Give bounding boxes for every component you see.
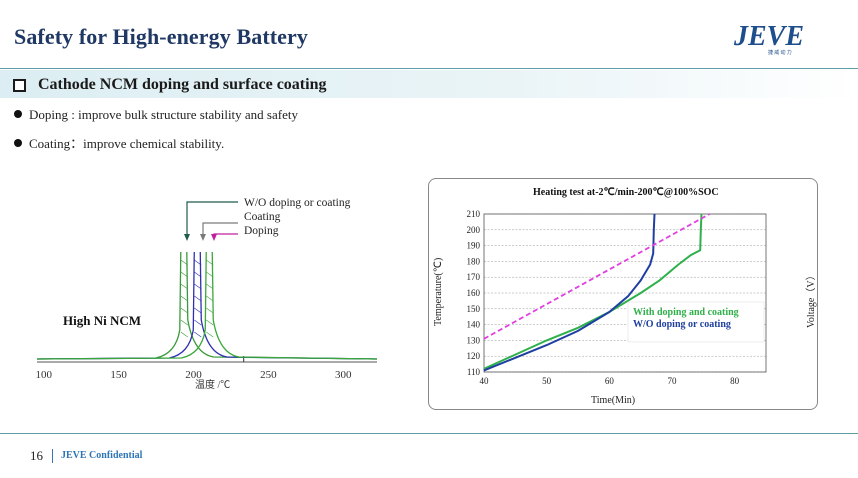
dsc-hatch	[194, 259, 202, 266]
legend-arrow-line	[213, 233, 238, 238]
dsc-hatch	[180, 283, 188, 290]
dsc-hatch	[194, 331, 202, 338]
legend-arrow-line	[202, 222, 238, 238]
legend-item-without: W/O doping or coating	[633, 319, 731, 330]
x-tick-label: 80	[730, 376, 740, 386]
y-tick-label: 210	[467, 209, 481, 219]
dsc-hatch	[180, 271, 188, 278]
plot-frame	[483, 213, 767, 373]
y-tick-label: 140	[467, 320, 481, 330]
y-tick-label: 130	[467, 335, 481, 345]
y-tick-label: 110	[467, 367, 481, 377]
dsc-hatch	[206, 307, 214, 314]
dsc-xlabel: 温度 /℃	[195, 378, 230, 390]
dsc-hatch	[180, 259, 188, 266]
heating-test-panel	[428, 178, 818, 410]
dsc-chart: W/O doping or coating Coating Doping Hig…	[35, 197, 378, 390]
dsc-hatch	[206, 283, 214, 290]
bullet-coating: Coating：improve chemical stability.	[14, 133, 224, 152]
x-tick-label: 50	[542, 376, 552, 386]
y-tick-label: 190	[467, 241, 481, 251]
bullet-text: Doping : improve bulk structure stabilit…	[29, 107, 298, 122]
bullet-text: Coating：improve chemical stability.	[29, 136, 225, 151]
y-tick-label: 170	[467, 272, 481, 282]
heating-test-chart: Heating test at-2℃/min-200℃@100%SOC 110 1…	[433, 187, 817, 406]
dsc-hatch	[180, 331, 188, 338]
bullet-dot-icon	[14, 110, 22, 118]
dsc-x-tick: 300	[335, 369, 352, 381]
x-tick-label: 40	[480, 376, 490, 386]
dsc-hatch	[194, 307, 202, 314]
footer-divider	[0, 433, 858, 434]
chart-ylabel: Temperature(℃)	[433, 258, 444, 326]
chart-xlabel: Time(Min)	[591, 395, 635, 406]
legend-item-with: With doping and coating	[633, 307, 739, 318]
dsc-hatch	[194, 283, 202, 290]
bullet-doping: Doping : improve bulk structure stabilit…	[14, 107, 298, 123]
logo-wordmark: JEVE	[733, 21, 804, 52]
chart-y2label: Voltage（V）	[805, 270, 817, 328]
footer-confidential: JEVE Confidential	[61, 450, 143, 461]
dsc-sample-label: High Ni NCM	[63, 313, 141, 328]
y-tick-label: 200	[467, 225, 481, 235]
dsc-x-tick: 200	[185, 369, 202, 381]
dsc-hatch	[194, 319, 202, 326]
y-tick-label: 180	[467, 256, 481, 266]
dsc-hatch	[194, 295, 202, 302]
dsc-curve	[36, 251, 378, 360]
dsc-hatch	[206, 271, 214, 278]
dsc-legend-1: W/O doping or coating	[244, 197, 351, 209]
section-header-bar	[0, 70, 858, 98]
legend-arrow-line	[186, 201, 238, 238]
dsc-x-tick: 150	[110, 369, 127, 381]
dsc-hatch	[206, 295, 214, 302]
series-line-3	[483, 213, 711, 340]
dsc-hatch	[180, 295, 188, 302]
company-logo: JEVE 捷 威 动 力	[733, 21, 804, 56]
dsc-curve	[36, 251, 378, 360]
section-title: Cathode NCM doping and surface coating	[38, 76, 327, 93]
slide-title: Safety for High-energy Battery	[14, 24, 309, 49]
dsc-curve	[36, 251, 378, 360]
dsc-hatch	[206, 319, 214, 326]
x-tick-label: 70	[668, 376, 678, 386]
y-tick-label: 160	[467, 288, 481, 298]
bullet-dot-icon	[14, 139, 22, 147]
y-tick-label: 120	[467, 351, 481, 361]
logo-subtext: 捷 威 动 力	[768, 49, 792, 56]
checkbox-bullet-icon	[13, 79, 26, 92]
footer-separator	[52, 449, 53, 463]
dsc-hatch	[180, 307, 188, 314]
dsc-hatch	[180, 319, 188, 326]
x-tick-label: 60	[605, 376, 615, 386]
chart-title: Heating test at-2℃/min-200℃@100%SOC	[533, 187, 719, 198]
legend-box	[627, 301, 765, 343]
dsc-legend-3: Doping	[244, 225, 279, 237]
dsc-x-tick: 100	[35, 369, 52, 381]
dsc-hatch	[206, 259, 214, 266]
y-tick-label: 150	[467, 304, 481, 314]
legend-arrow-head-icon	[200, 234, 206, 241]
page-number: 16	[30, 448, 43, 463]
legend-arrow-head-icon	[211, 234, 217, 241]
dsc-hatch	[194, 271, 202, 278]
dsc-legend-2: Coating	[244, 211, 281, 223]
title-divider	[0, 68, 858, 69]
dsc-x-tick: 250	[260, 369, 277, 381]
legend-arrow-head-icon	[184, 234, 190, 241]
dsc-hatch	[206, 331, 214, 338]
series-line-1	[483, 213, 703, 370]
